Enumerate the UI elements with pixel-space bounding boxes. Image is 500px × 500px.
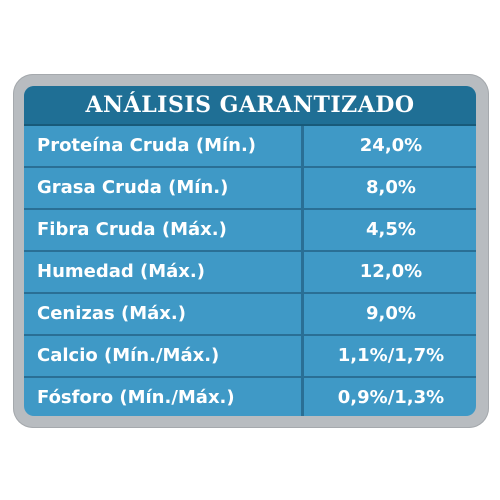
row-value: 1,1%/1,7% (337, 345, 445, 366)
row-label: Fósforo (Mín./Máx.) (37, 387, 235, 408)
row-value: 12,0% (359, 261, 423, 282)
table-row: Fósforo (Mín./Máx.) 0,9%/1,3% (24, 378, 476, 416)
table-row: Humedad (Máx.) 12,0% (24, 252, 476, 294)
row-value: 8,0% (366, 177, 416, 198)
row-label: Proteína Cruda (Mín.) (37, 135, 257, 156)
row-label: Fibra Cruda (Máx.) (37, 219, 227, 240)
table-row: Calcio (Mín./Máx.) 1,1%/1,7% (24, 336, 476, 378)
row-label: Grasa Cruda (Mín.) (37, 177, 229, 198)
row-divider (24, 250, 476, 252)
column-divider (301, 126, 304, 416)
table-header: ANÁLISIS GARANTIZADO (24, 86, 476, 126)
table-title: ANÁLISIS GARANTIZADO (85, 92, 415, 118)
row-divider (24, 376, 476, 378)
table-row: Cenizas (Máx.) 9,0% (24, 294, 476, 336)
table-row: Proteína Cruda (Mín.) 24,0% (24, 126, 476, 168)
table-row: Grasa Cruda (Mín.) 8,0% (24, 168, 476, 210)
row-value: 9,0% (366, 303, 416, 324)
row-label: Humedad (Máx.) (37, 261, 205, 282)
row-label: Cenizas (Máx.) (37, 303, 186, 324)
row-value: 24,0% (359, 135, 423, 156)
row-divider (24, 334, 476, 336)
row-divider (24, 166, 476, 168)
row-divider (24, 292, 476, 294)
row-value: 4,5% (366, 219, 416, 240)
analysis-table: ANÁLISIS GARANTIZADO Proteína Cruda (Mín… (24, 86, 476, 416)
table-row: Fibra Cruda (Máx.) 4,5% (24, 210, 476, 252)
row-divider (24, 208, 476, 210)
row-value: 0,9%/1,3% (337, 387, 445, 408)
row-label: Calcio (Mín./Máx.) (37, 345, 220, 366)
